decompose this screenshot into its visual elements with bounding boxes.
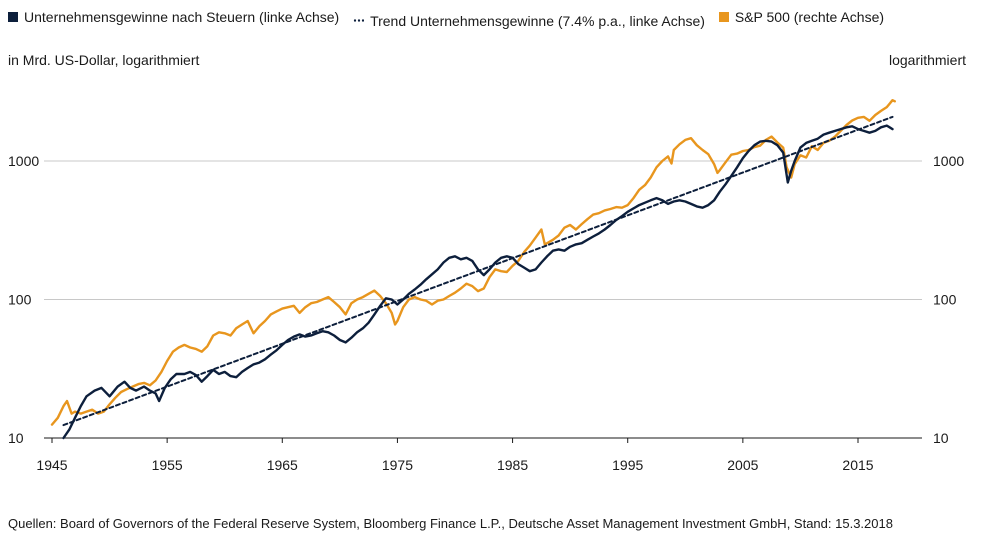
x-tick-2005: 2005 xyxy=(727,457,758,473)
legend-swatch-sp500 xyxy=(718,12,729,22)
series-line-sp500 xyxy=(50,99,896,426)
axis-ticks: 10 100 1000 10 100 1000 1945 1955 1965 1975 1985 19… xyxy=(8,153,964,473)
series-line-trend xyxy=(62,115,894,427)
left-axis-unit-label: in Mrd. US-Dollar, logarithmiert xyxy=(8,52,200,68)
legend-swatch-profits xyxy=(8,12,18,22)
legend-item-profits: Unternehmensgewinne nach Steuern (linke … xyxy=(8,9,339,25)
y-tick-left-100: 100 xyxy=(8,292,32,308)
legend-label-trend: Trend Unternehmensgewinne (7.4% p.a., li… xyxy=(370,12,705,29)
legend-label-sp500: S&P 500 (rechte Achse) xyxy=(734,9,885,25)
y-tick-left-1000: 1000 xyxy=(8,153,39,169)
source-note: Quellen: Board of Governors of the Feder… xyxy=(8,516,893,531)
x-tick-1945: 1945 xyxy=(36,457,67,473)
y-tick-left-10: 10 xyxy=(8,430,24,446)
x-tick-1985: 1985 xyxy=(497,457,528,473)
chart-legend: Unternehmensgewinne nach Steuern (linke … xyxy=(8,9,894,29)
legend-label-profits: Unternehmensgewinne nach Steuern (linke … xyxy=(24,9,340,25)
legend-item-sp500: S&P 500 (rechte Achse) xyxy=(718,9,885,25)
x-tick-1955: 1955 xyxy=(152,457,183,473)
y-tick-right-10: 10 xyxy=(933,430,949,446)
x-tick-1965: 1965 xyxy=(267,457,298,473)
gridlines xyxy=(44,160,922,439)
y-tick-right-1000: 1000 xyxy=(933,153,964,169)
x-tick-2015: 2015 xyxy=(842,457,873,473)
legend-item-trend: Trend Unternehmensgewinne (7.4% p.a., li… xyxy=(353,13,705,29)
x-tick-1975: 1975 xyxy=(382,457,413,473)
y-tick-right-100: 100 xyxy=(933,292,957,308)
x-tick-1995: 1995 xyxy=(612,457,643,473)
series-lines xyxy=(50,99,896,440)
legend-swatch-trend xyxy=(353,19,365,22)
right-axis-unit-label: logarithmiert xyxy=(888,52,966,68)
series-line-profits xyxy=(62,124,894,440)
